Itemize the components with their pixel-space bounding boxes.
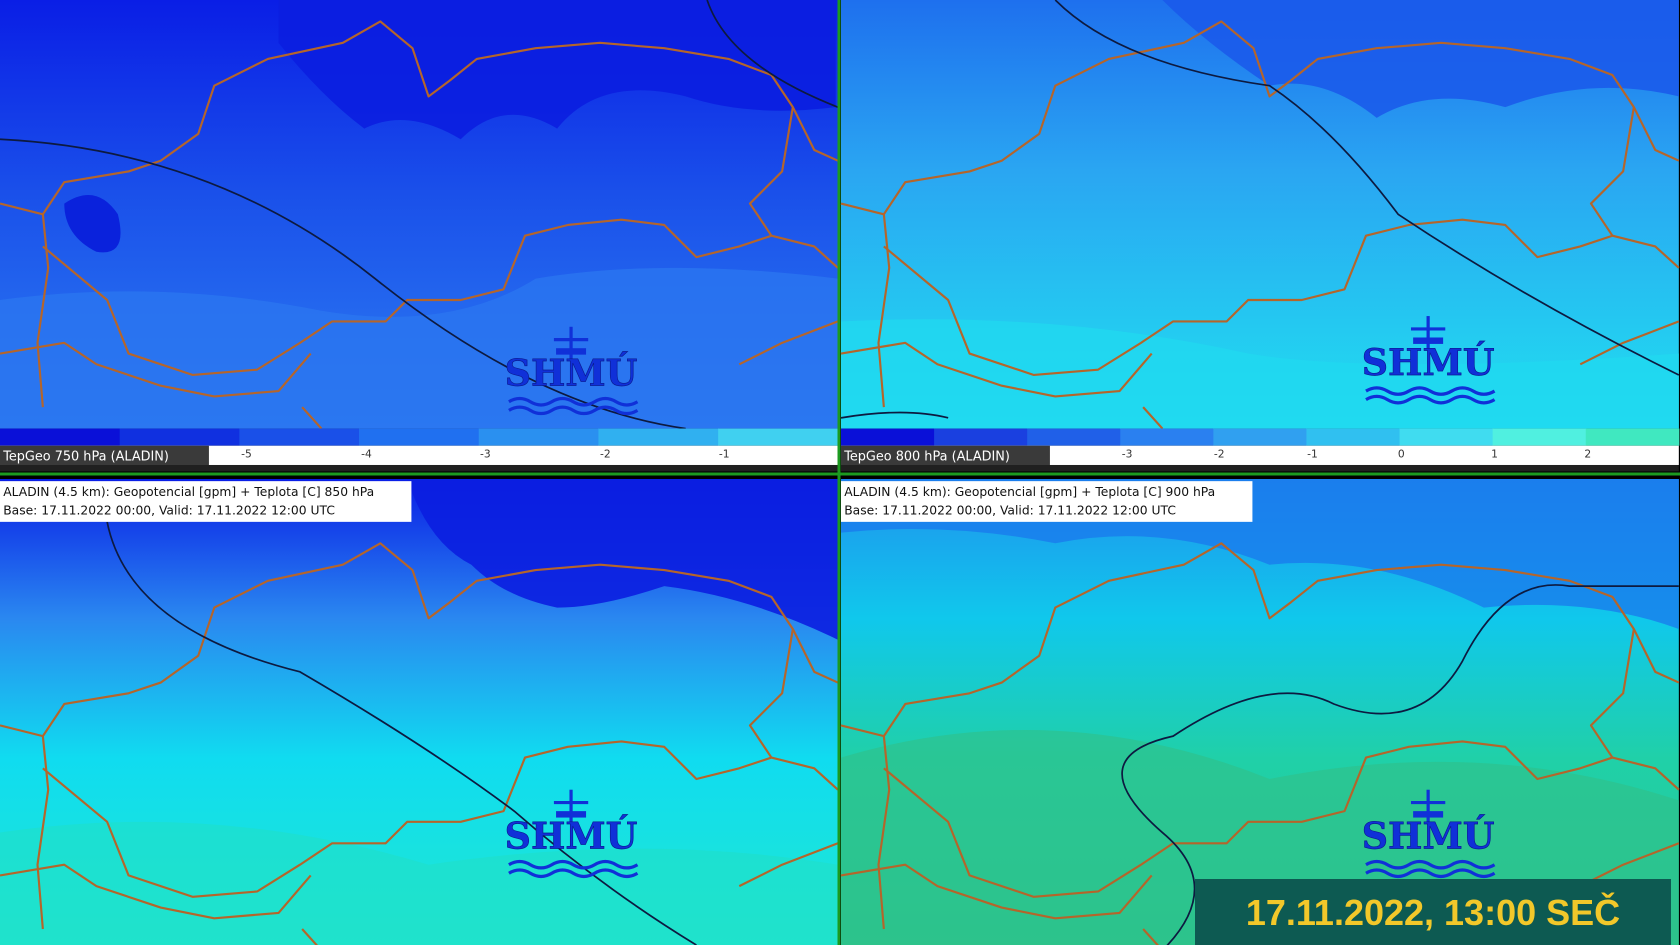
colorbar-tick-label: -2 <box>600 447 611 460</box>
colorbar-segment <box>1213 428 1307 446</box>
colorbar-segment <box>478 428 599 446</box>
colorbar-label: TepGeo 800 hPa (ALADIN) <box>843 450 1010 465</box>
colorbar-tick-label: -4 <box>361 447 372 460</box>
colorbar-tick-label: -5 <box>241 447 252 460</box>
header-line: Base: 17.11.2022 00:00, Valid: 17.11.202… <box>844 503 1176 517</box>
header-line: ALADIN (4.5 km): Geopotencial [gpm] + Te… <box>844 485 1215 499</box>
colorbar-scale <box>0 445 838 465</box>
colorbar-segment <box>934 428 1028 446</box>
header-box <box>841 481 1253 522</box>
logo-text: SHMÚ <box>505 814 638 858</box>
colorbar-segment <box>1585 428 1680 446</box>
colorbar-tick-label: 0 <box>1398 447 1405 460</box>
header-line: Base: 17.11.2022 00:00, Valid: 17.11.202… <box>3 503 335 517</box>
colorbar-label-box <box>841 445 1050 465</box>
panel-850: SHMÚ ALADIN (4.5 km): Geopotencial [gpm] … <box>0 479 839 945</box>
logo-text: SHMÚ <box>1362 814 1495 858</box>
colorbar-segment <box>718 428 839 446</box>
panel-750: SHMÚ TepGeo 750 hPa (ALADIN) -5 -4 -3 -2 -1 <box>0 0 839 472</box>
colorbar-segment <box>119 428 240 446</box>
colorbar-segment <box>359 428 480 446</box>
colorbar-segment <box>841 428 935 446</box>
timestamp-box <box>1195 879 1671 945</box>
panel-footer <box>841 464 1679 472</box>
colorbar-tick-label: 1 <box>1491 447 1498 460</box>
colorbar-tick-label: -3 <box>480 447 491 460</box>
header-line: ALADIN (4.5 km): Geopotencial [gpm] + Te… <box>3 485 374 499</box>
colorbar-segment <box>1492 428 1587 446</box>
panel-800: SHMÚ TepGeo 800 hPa (ALADIN) -3 -2 -1 0 1 2 <box>839 0 1680 472</box>
colorbar-tick-label: -1 <box>1307 447 1318 460</box>
panel-footer <box>0 464 838 472</box>
colorbar-segment <box>1027 428 1121 446</box>
logo-text: SHMÚ <box>1362 340 1495 384</box>
timestamp: 17.11.2022, 13:00 SEČ <box>1246 891 1620 933</box>
colorbar-label: TepGeo 750 hPa (ALADIN) <box>2 450 169 465</box>
colorbar-label-box <box>0 445 209 465</box>
colorbar-segment <box>1120 428 1214 446</box>
colorbar-segment <box>1399 428 1494 446</box>
colorbar-segment <box>1306 428 1401 446</box>
header-box <box>0 481 412 522</box>
colorbar-segment <box>0 428 121 446</box>
colorbar-scale <box>841 445 1679 465</box>
colorbar-segment <box>239 428 360 446</box>
colorbar-tick-label: 2 <box>1584 447 1591 460</box>
logo-text: SHMÚ <box>505 351 638 395</box>
colorbar-tick-label: -1 <box>719 447 730 460</box>
colorbar-tick-label: -3 <box>1122 447 1133 460</box>
colorbar-segment <box>598 428 719 446</box>
panel-900: SHMÚ ALADIN (4.5 km): Geopotencial [gpm] … <box>839 479 1680 945</box>
colorbar-tick-label: -2 <box>1214 447 1225 460</box>
